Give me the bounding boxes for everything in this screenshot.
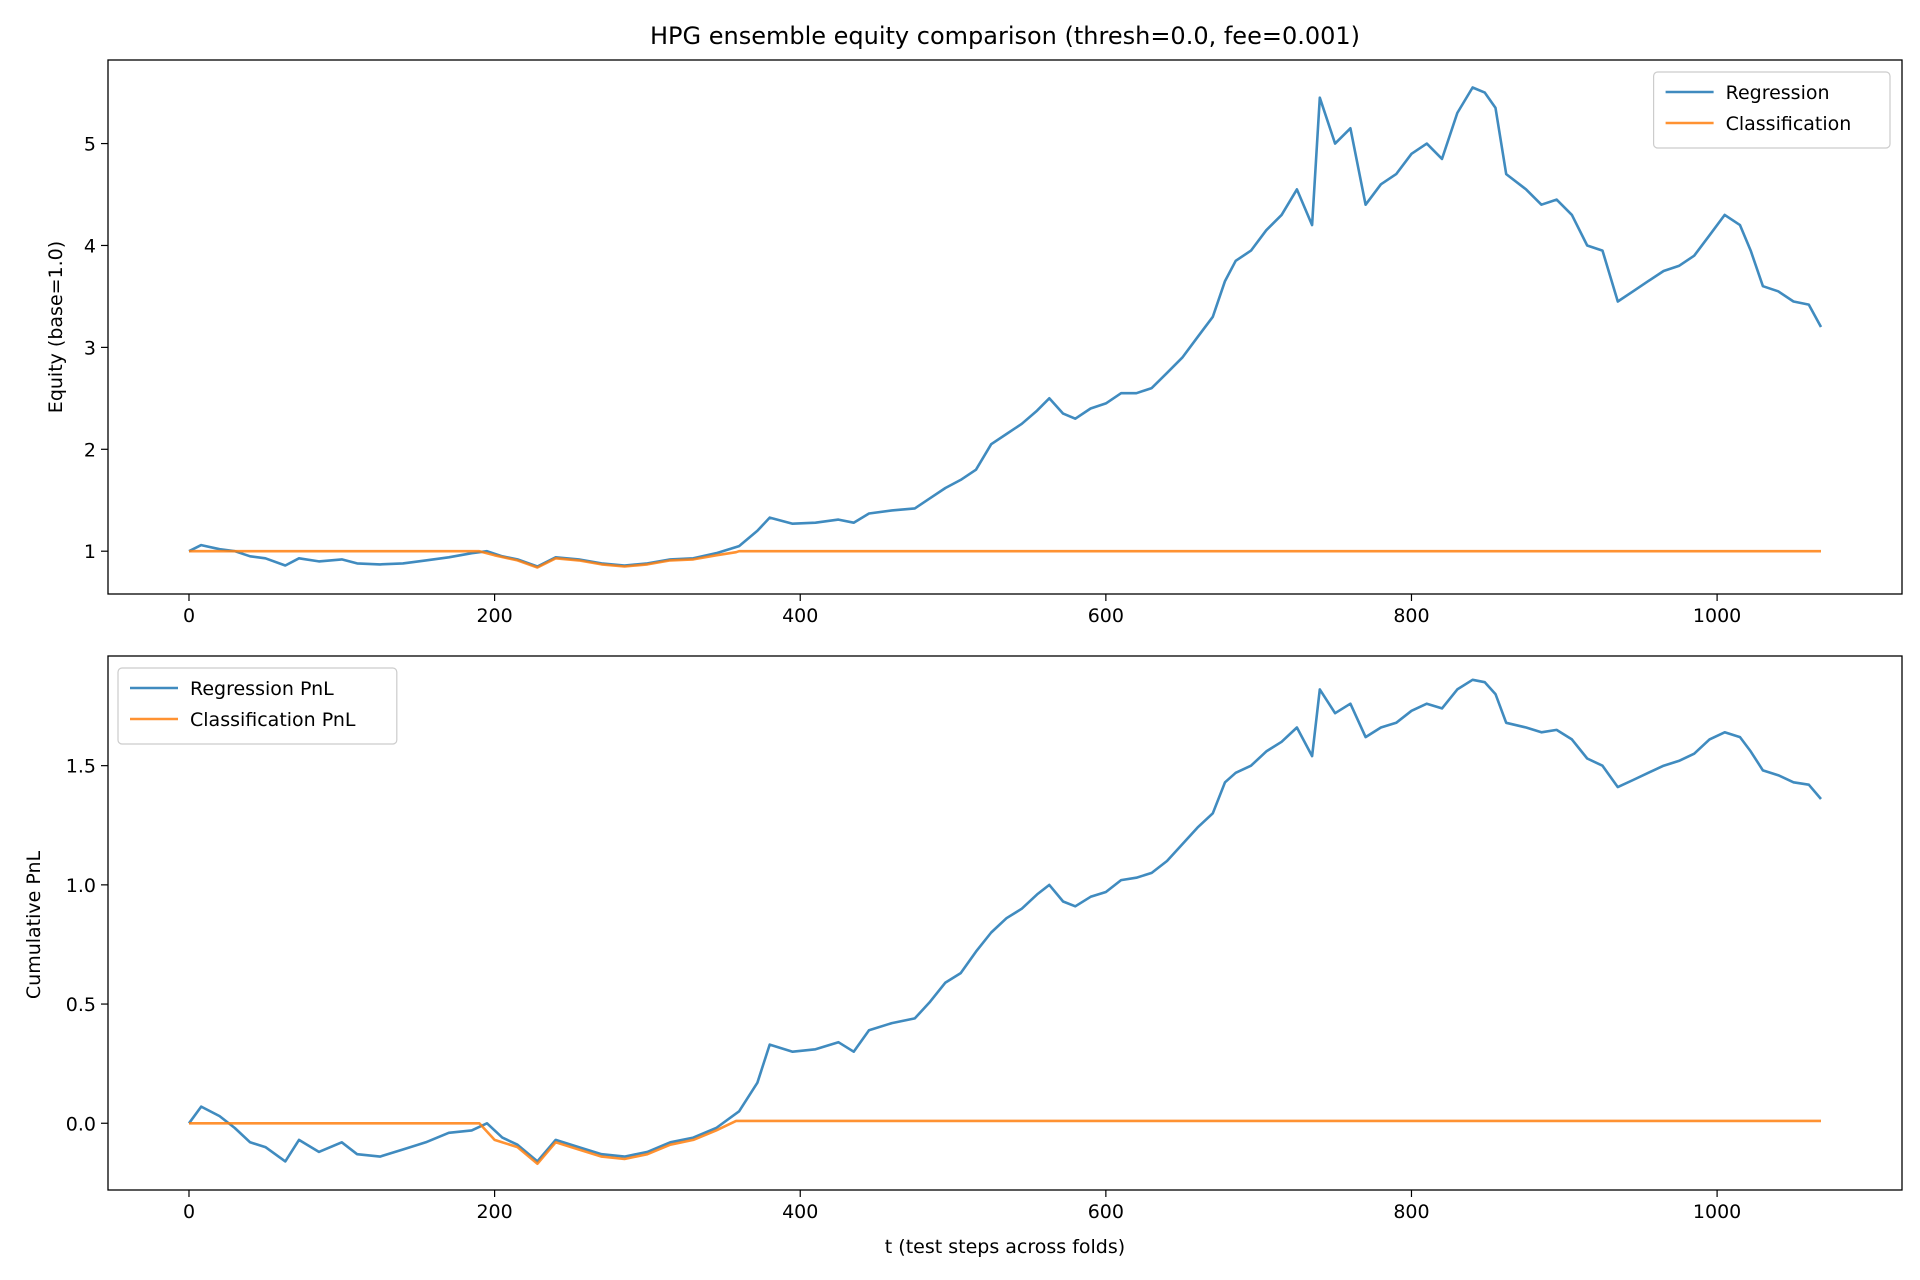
pnl-series-line-0 [187, 678, 1822, 1163]
equity-legend-label-1: Classification [1726, 113, 1852, 135]
pnl-x-tick-label: 800 [1393, 1201, 1429, 1223]
pnl-y-axis-label: Cumulative PnL [23, 850, 45, 999]
pnl-x-tick-label: 1000 [1693, 1201, 1741, 1223]
equity-panel: Equity (base=1.0) 0 200 400 600 800 1000 1 2 3 4 5… [45, 59, 1903, 627]
equity-y-axis-label: Equity (base=1.0) [45, 241, 67, 413]
equity-series-line-0 [188, 86, 1823, 568]
pnl-y-tick-label: 0.0 [66, 1113, 96, 1135]
equity-axes-frame [107, 59, 1903, 595]
equity-y-tick-label: 2 [84, 439, 96, 461]
equity-x-tick-label: 1000 [1693, 605, 1741, 627]
chart-title: HPG ensemble equity comparison (thresh=0… [650, 22, 1360, 50]
pnl-x-axis-label: t (test steps across folds) [885, 1236, 1125, 1258]
pnl-y-tick-label: 0.5 [66, 994, 96, 1016]
pnl-legend-box [117, 667, 398, 745]
pnl-y-tick-label: 1.0 [66, 875, 96, 897]
equity-x-tick-label: 200 [476, 605, 512, 627]
pnl-x-tick-label: 0 [183, 1201, 195, 1223]
equity-y-tick-label: 3 [84, 337, 96, 359]
pnl-series-line-1 [189, 1119, 1821, 1166]
equity-x-tick-label: 0 [183, 605, 195, 627]
equity-x-tick-label: 400 [782, 605, 818, 627]
pnl-legend-label-0: Regression PnL [190, 678, 334, 700]
pnl-x-tick-label: 200 [476, 1201, 512, 1223]
pnl-x-tick-label: 400 [782, 1201, 818, 1223]
equity-y-tick-label: 5 [84, 134, 96, 156]
equity-x-tick-label: 800 [1393, 605, 1429, 627]
equity-y-tick-label: 4 [84, 235, 96, 257]
pnl-panel: Cumulative PnL t (test steps across fold… [23, 655, 1903, 1258]
pnl-y-tick-label: 1.5 [66, 756, 96, 778]
pnl-legend-label-1: Classification PnL [190, 709, 356, 731]
equity-series-line-1 [189, 549, 1821, 569]
pnl-axes-frame [107, 655, 1903, 1191]
pnl-x-tick-label: 600 [1088, 1201, 1124, 1223]
equity-legend-label-0: Regression [1726, 82, 1830, 104]
equity-x-tick-label: 600 [1088, 605, 1124, 627]
equity-y-tick-label: 1 [84, 541, 96, 563]
